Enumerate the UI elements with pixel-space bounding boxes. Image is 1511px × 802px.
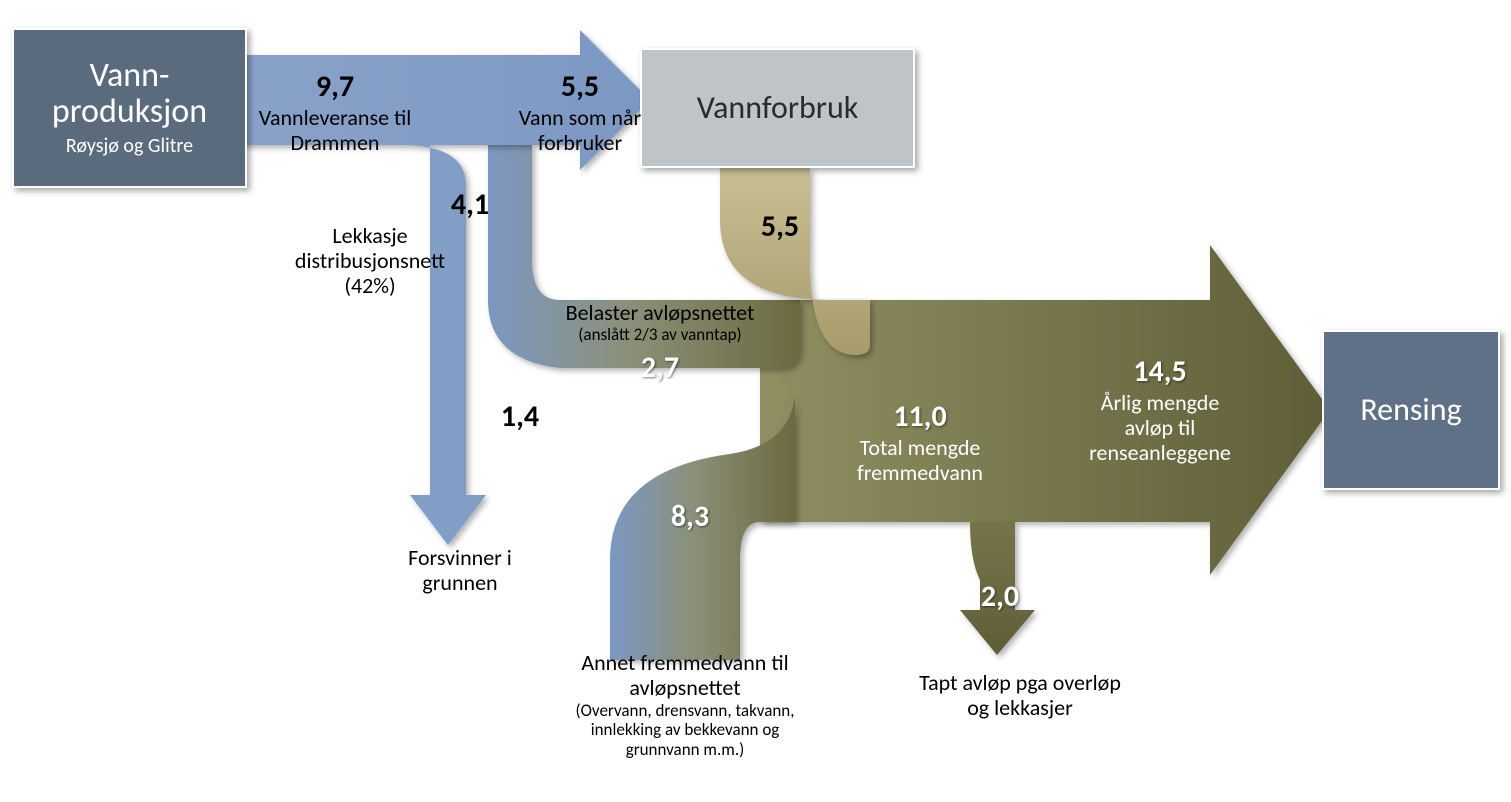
label-overflow-caption: Tapt avløp pga overløp og lekkasjer [870, 670, 1170, 721]
node-consumption-title: Vannforbruk [697, 88, 859, 127]
cap-delivery-l2: Drammen [235, 130, 435, 155]
label-to-ground-caption: Forsvinner i grunnen [370, 545, 550, 596]
node-production-title-l2: produksjon [52, 91, 207, 132]
label-other-infil-val: 8,3 [630, 500, 750, 535]
cap-to-consumer-l1: Vann som når [480, 105, 680, 130]
cap-leak-l1: Lekkasje [230, 223, 510, 248]
cap-oi-s3: grunnvann m.m.) [520, 740, 850, 760]
cap-oi-s1: (Overvann, drensvann, takvann, [520, 701, 850, 721]
cap-ground-l1: Forsvinner i [370, 545, 550, 570]
node-treatment: Rensing [1322, 330, 1500, 490]
label-to-ground: 1,4 [370, 400, 570, 435]
cap-leak-l2: distribusjonsnett [230, 248, 510, 273]
val-tf: 11,0 [800, 400, 1040, 435]
cap-tt-l3: renseanleggene [1040, 440, 1280, 465]
label-delivery: 9,7 Vannleveranse til Drammen [235, 70, 435, 155]
node-consumption: Vannforbruk [640, 48, 915, 168]
val-to-ground: 1,4 [420, 400, 620, 435]
cap-leak-l3: (42%) [230, 273, 510, 298]
cap-tf-l2: fremmedvann [800, 460, 1040, 485]
node-production-subtitle: Røysjø og Glitre [66, 134, 193, 158]
val-to-consumer: 5,5 [480, 70, 680, 105]
cap-lts-sub: (anslått 2/3 av vanntap) [510, 325, 810, 345]
cap-ov-l2: og lekkasjer [870, 695, 1170, 720]
cap-ov-l1: Tapt avløp pga overløp [870, 670, 1170, 695]
label-to-treatment: 14,5 Årlig mengde avløp til renseanlegge… [1040, 355, 1280, 465]
node-production: Vann- produksjon Røysjø og Glitre [12, 28, 247, 188]
label-leak-total: 4,1 Lekkasje distribusjonsnett (42%) [230, 188, 510, 298]
sankey-diagram: { "canvas": { "width": 1511, "height": 8… [0, 0, 1511, 802]
label-overflow-val: 2,0 [960, 580, 1040, 615]
cap-tf-l1: Total mengde [800, 435, 1040, 460]
label-other-infil-caption: Annet fremmedvann til avløpsnettet (Over… [520, 650, 850, 759]
val-leak-total: 4,1 [330, 188, 610, 223]
cap-ground-l2: grunnen [370, 570, 550, 595]
label-total-foreign: 11,0 Total mengde fremmedvann [800, 400, 1040, 485]
label-leak-to-sewer: Belaster avløpsnettet (anslått 2/3 av va… [510, 300, 810, 385]
val-delivery: 9,7 [235, 70, 435, 105]
cap-delivery-l1: Vannleveranse til [235, 105, 435, 130]
cap-to-consumer-l2: forbruker [480, 130, 680, 155]
cap-oi-l1: Annet fremmedvann til [520, 650, 850, 675]
cap-oi-l2: avløpsnettet [520, 675, 850, 700]
node-treatment-title: Rensing [1360, 390, 1461, 429]
label-cons-to-sewer: 5,5 [720, 210, 840, 245]
cap-tt-l1: Årlig mengde [1040, 390, 1280, 415]
cap-tt-l2: avløp til [1040, 415, 1280, 440]
label-to-consumer: 5,5 Vann som når forbruker [480, 70, 680, 155]
val-tt: 14,5 [1040, 355, 1280, 390]
val-oi: 8,3 [630, 500, 750, 535]
val-ov: 2,0 [960, 580, 1040, 615]
val-cts: 5,5 [720, 210, 840, 245]
cap-oi-s2: innlekking av bekkevann og [520, 720, 850, 740]
val-lts: 2,7 [510, 351, 810, 386]
cap-lts-l1: Belaster avløpsnettet [510, 300, 810, 325]
